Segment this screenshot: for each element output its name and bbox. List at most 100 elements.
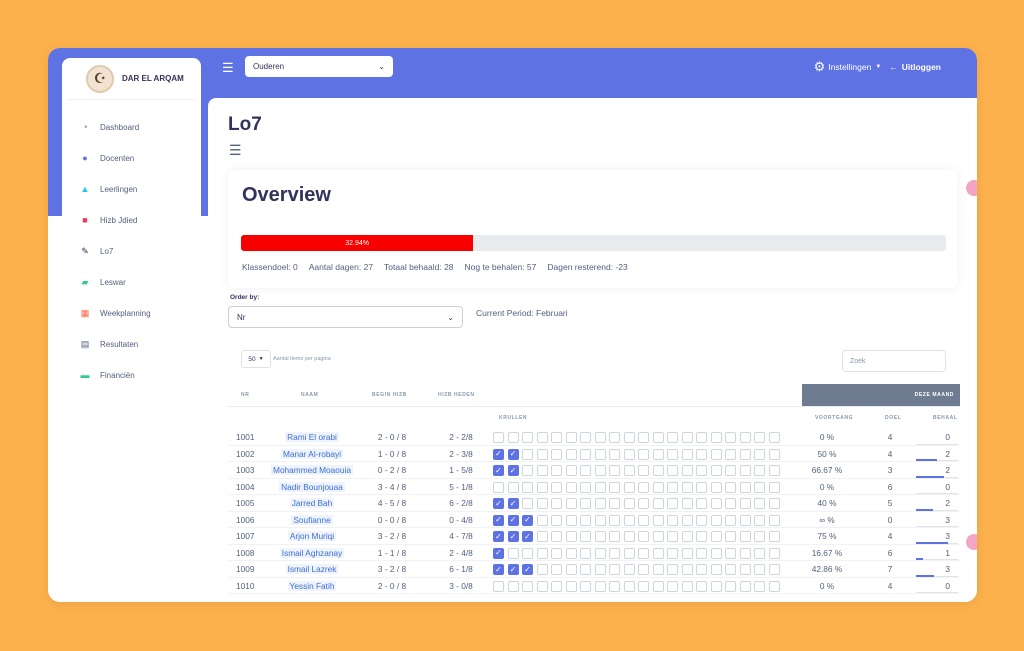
krul-checkbox[interactable] bbox=[565, 498, 577, 509]
krul-checkbox[interactable] bbox=[667, 580, 678, 592]
krul-checkbox[interactable] bbox=[594, 531, 606, 542]
sidebar-item-hizb-jdied[interactable]: ■ Hizb Jdied bbox=[62, 205, 201, 236]
krul-checkbox[interactable] bbox=[652, 481, 664, 493]
krul-checkbox[interactable] bbox=[681, 448, 693, 460]
krul-checkbox[interactable] bbox=[710, 465, 722, 476]
krul-checkbox[interactable] bbox=[580, 432, 591, 443]
gear-icon[interactable]: ⚙ bbox=[813, 59, 826, 74]
krul-checkbox[interactable] bbox=[739, 432, 751, 443]
behaal-input[interactable]: 0 bbox=[945, 580, 950, 591]
student-link[interactable]: Mohammed Moaouia bbox=[271, 465, 353, 475]
krul-checkbox[interactable] bbox=[710, 481, 722, 493]
krul-checkbox[interactable] bbox=[768, 432, 780, 443]
krul-checkbox[interactable]: ✓ bbox=[522, 531, 533, 542]
krul-checkbox[interactable] bbox=[667, 498, 678, 509]
krul-checkbox[interactable] bbox=[696, 498, 707, 509]
krul-checkbox[interactable] bbox=[609, 481, 620, 493]
krul-checkbox[interactable] bbox=[507, 481, 519, 493]
krul-checkbox[interactable] bbox=[536, 547, 548, 559]
krul-checkbox[interactable]: ✓ bbox=[522, 514, 533, 526]
krul-checkbox[interactable] bbox=[667, 432, 678, 443]
col-header-voortgang[interactable]: VOORTGANG bbox=[815, 415, 854, 421]
krul-checkbox[interactable] bbox=[565, 547, 577, 559]
krul-checkbox[interactable] bbox=[754, 432, 765, 443]
krul-checkbox[interactable] bbox=[710, 564, 722, 575]
krul-checkbox[interactable] bbox=[594, 580, 606, 592]
krul-checkbox[interactable] bbox=[609, 514, 620, 526]
krul-checkbox[interactable] bbox=[623, 498, 635, 509]
krul-checkbox[interactable] bbox=[667, 465, 678, 476]
krul-checkbox[interactable] bbox=[522, 547, 533, 559]
krul-checkbox[interactable] bbox=[696, 514, 707, 526]
krul-checkbox[interactable] bbox=[768, 564, 780, 575]
krul-checkbox[interactable] bbox=[638, 531, 649, 542]
krul-checkbox[interactable] bbox=[594, 498, 606, 509]
col-header-naam[interactable]: NAAM bbox=[301, 392, 319, 398]
krul-checkbox[interactable] bbox=[536, 498, 548, 509]
order-by-select[interactable]: Nr ⌄ bbox=[228, 306, 463, 328]
krul-checkbox[interactable]: ✓ bbox=[507, 514, 519, 526]
krul-checkbox[interactable] bbox=[594, 432, 606, 443]
krul-checkbox[interactable] bbox=[623, 580, 635, 592]
krul-checkbox[interactable] bbox=[739, 465, 751, 476]
krul-checkbox[interactable]: ✓ bbox=[507, 465, 519, 476]
krul-checkbox[interactable] bbox=[681, 481, 693, 493]
krul-checkbox[interactable] bbox=[710, 498, 722, 509]
krul-checkbox[interactable] bbox=[522, 465, 533, 476]
student-link[interactable]: Nadir Bounjouaa bbox=[279, 481, 345, 492]
krul-checkbox[interactable] bbox=[580, 498, 591, 509]
krul-checkbox[interactable]: ✓ bbox=[493, 448, 504, 460]
content-menu-icon[interactable]: ☰ bbox=[229, 142, 242, 158]
krul-checkbox[interactable] bbox=[493, 481, 504, 493]
krul-checkbox[interactable] bbox=[638, 564, 649, 575]
krul-checkbox[interactable] bbox=[725, 564, 736, 575]
krul-checkbox[interactable] bbox=[565, 432, 577, 443]
krul-checkbox[interactable] bbox=[725, 465, 736, 476]
krul-checkbox[interactable] bbox=[754, 465, 765, 476]
krul-checkbox[interactable] bbox=[652, 448, 664, 460]
col-header-doel[interactable]: DOEL bbox=[885, 415, 902, 421]
krul-checkbox[interactable] bbox=[623, 432, 635, 443]
krul-checkbox[interactable] bbox=[681, 547, 693, 559]
krul-checkbox[interactable] bbox=[580, 514, 591, 526]
krul-checkbox[interactable] bbox=[652, 465, 664, 476]
krul-checkbox[interactable] bbox=[768, 514, 780, 526]
per-page-select[interactable]: 50 ▼ bbox=[241, 350, 271, 368]
krul-checkbox[interactable] bbox=[565, 564, 577, 575]
student-link[interactable]: Arjon Muriqi bbox=[287, 531, 337, 541]
krul-checkbox[interactable] bbox=[565, 465, 577, 476]
krul-checkbox[interactable] bbox=[725, 481, 736, 493]
krul-checkbox[interactable] bbox=[667, 547, 678, 559]
krul-checkbox[interactable] bbox=[725, 448, 736, 460]
krul-checkbox[interactable] bbox=[652, 564, 664, 575]
krul-checkbox[interactable] bbox=[754, 564, 765, 575]
krul-checkbox[interactable] bbox=[507, 580, 519, 592]
col-header-behaal[interactable]: BEHAAL bbox=[933, 415, 958, 421]
krul-checkbox[interactable] bbox=[696, 564, 707, 575]
krul-checkbox[interactable] bbox=[551, 547, 562, 559]
krul-checkbox[interactable] bbox=[696, 547, 707, 559]
krul-checkbox[interactable]: ✓ bbox=[493, 498, 504, 509]
menu-icon[interactable]: ☰ bbox=[222, 60, 234, 75]
krul-checkbox[interactable] bbox=[623, 531, 635, 542]
krul-checkbox[interactable] bbox=[725, 514, 736, 526]
krul-checkbox[interactable] bbox=[536, 465, 548, 476]
krul-checkbox[interactable] bbox=[522, 432, 533, 443]
student-link[interactable]: Rami El orabi bbox=[285, 432, 339, 442]
sidebar-item-lo7[interactable]: ✎ Lo7 bbox=[62, 236, 201, 267]
floating-action-icon[interactable] bbox=[966, 534, 977, 550]
behaal-input[interactable]: 0 bbox=[945, 481, 950, 492]
krul-checkbox[interactable] bbox=[536, 514, 548, 526]
krul-checkbox[interactable] bbox=[551, 564, 562, 575]
krul-checkbox[interactable] bbox=[710, 432, 722, 443]
krul-checkbox[interactable] bbox=[754, 481, 765, 493]
krul-checkbox[interactable] bbox=[638, 432, 649, 443]
krul-checkbox[interactable] bbox=[565, 481, 577, 493]
krul-checkbox[interactable] bbox=[710, 448, 722, 460]
krul-checkbox[interactable] bbox=[638, 547, 649, 559]
krul-checkbox[interactable] bbox=[623, 564, 635, 575]
krul-checkbox[interactable] bbox=[710, 580, 722, 592]
krul-checkbox[interactable] bbox=[522, 481, 533, 493]
krul-checkbox[interactable] bbox=[652, 580, 664, 592]
krul-checkbox[interactable] bbox=[638, 465, 649, 476]
